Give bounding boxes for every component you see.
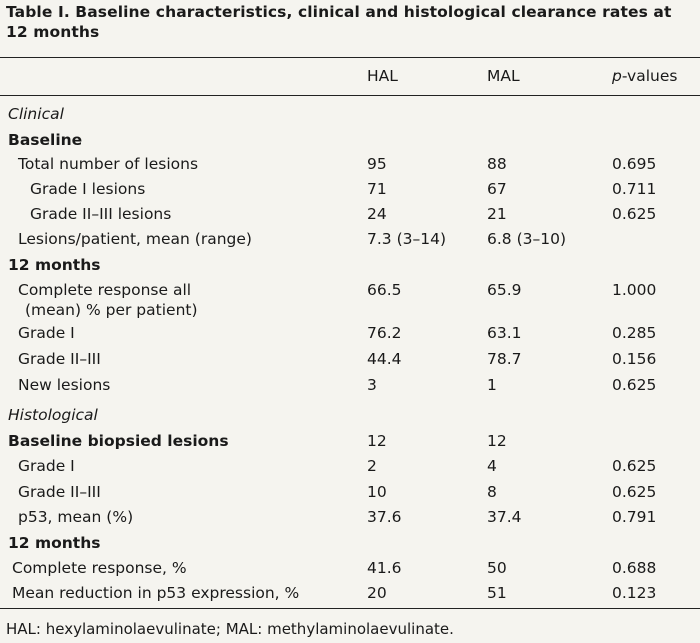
footnote: HAL: hexylaminolaevulinate; MAL: methyla… <box>6 620 454 638</box>
header-rule <box>0 95 700 96</box>
row-label: Grade II–III lesions <box>30 205 172 223</box>
cell-hal: 41.6 <box>367 559 402 577</box>
cell-p-value: 0.123 <box>612 584 657 602</box>
table-title: Table I. Baseline characteristics, clini… <box>6 3 672 41</box>
bottom-rule <box>0 608 700 609</box>
p-italic: p <box>612 67 622 85</box>
cell-p-value: 0.688 <box>612 559 657 577</box>
header-mal: MAL <box>487 67 520 85</box>
row-label: 12 months <box>8 534 101 552</box>
cell-mal: 78.7 <box>487 350 522 368</box>
row-label: Baseline biopsied lesions <box>8 432 229 450</box>
cell-p-value: 0.156 <box>612 350 657 368</box>
cell-p-value: 1.000 <box>612 281 657 299</box>
cell-mal: 4 <box>487 457 497 475</box>
cell-hal: 66.5 <box>367 281 402 299</box>
header-p-values: p-values <box>612 67 678 85</box>
row-label-continuation: (mean) % per patient) <box>25 301 198 319</box>
cell-p-value: 0.625 <box>612 205 657 223</box>
cell-hal: 37.6 <box>367 508 402 526</box>
cell-hal: 20 <box>367 584 387 602</box>
cell-p-value: 0.625 <box>612 457 657 475</box>
row-label: Lesions/patient, mean (range) <box>18 230 252 248</box>
row-label: 12 months <box>8 256 101 274</box>
cell-p-value: 0.625 <box>612 483 657 501</box>
cell-mal: 8 <box>487 483 497 501</box>
cell-mal: 63.1 <box>487 324 522 342</box>
header-values-label: values <box>627 67 678 85</box>
cell-hal: 76.2 <box>367 324 402 342</box>
row-label: New lesions <box>18 376 111 394</box>
header-hal: HAL <box>367 67 398 85</box>
row-label: Grade I lesions <box>30 180 146 198</box>
cell-mal: 12 <box>487 432 507 450</box>
cell-mal: 6.8 (3–10) <box>487 230 567 248</box>
cell-hal: 7.3 (3–14) <box>367 230 447 248</box>
cell-mal: 65.9 <box>487 281 522 299</box>
row-label: Grade II–III <box>18 350 101 368</box>
cell-p-value: 0.711 <box>612 180 657 198</box>
cell-mal: 21 <box>487 205 507 223</box>
cell-hal: 71 <box>367 180 387 198</box>
cell-hal: 44.4 <box>367 350 402 368</box>
cell-mal: 51 <box>487 584 507 602</box>
cell-p-value: 0.625 <box>612 376 657 394</box>
row-label: Grade II–III <box>18 483 101 501</box>
cell-hal: 2 <box>367 457 377 475</box>
row-label: Grade I <box>18 324 75 342</box>
cell-hal: 12 <box>367 432 387 450</box>
cell-p-value: 0.695 <box>612 155 657 173</box>
cell-hal: 24 <box>367 205 387 223</box>
top-rule <box>0 57 700 58</box>
row-label: Complete response all <box>18 281 192 299</box>
row-label: Grade I <box>18 457 75 475</box>
row-label: Total number of lesions <box>18 155 199 173</box>
row-label: Clinical <box>8 105 64 123</box>
cell-mal: 67 <box>487 180 507 198</box>
row-label: Complete response, % <box>12 559 187 577</box>
cell-hal: 95 <box>367 155 387 173</box>
row-label: Mean reduction in p53 expression, % <box>12 584 300 602</box>
cell-mal: 37.4 <box>487 508 522 526</box>
cell-mal: 1 <box>487 376 497 394</box>
cell-p-value: 0.285 <box>612 324 657 342</box>
cell-mal: 50 <box>487 559 507 577</box>
row-label: Histological <box>8 406 98 424</box>
cell-hal: 10 <box>367 483 387 501</box>
row-label: Baseline <box>8 131 83 149</box>
cell-hal: 3 <box>367 376 377 394</box>
row-label: p53, mean (%) <box>18 508 134 526</box>
cell-mal: 88 <box>487 155 507 173</box>
cell-p-value: 0.791 <box>612 508 657 526</box>
